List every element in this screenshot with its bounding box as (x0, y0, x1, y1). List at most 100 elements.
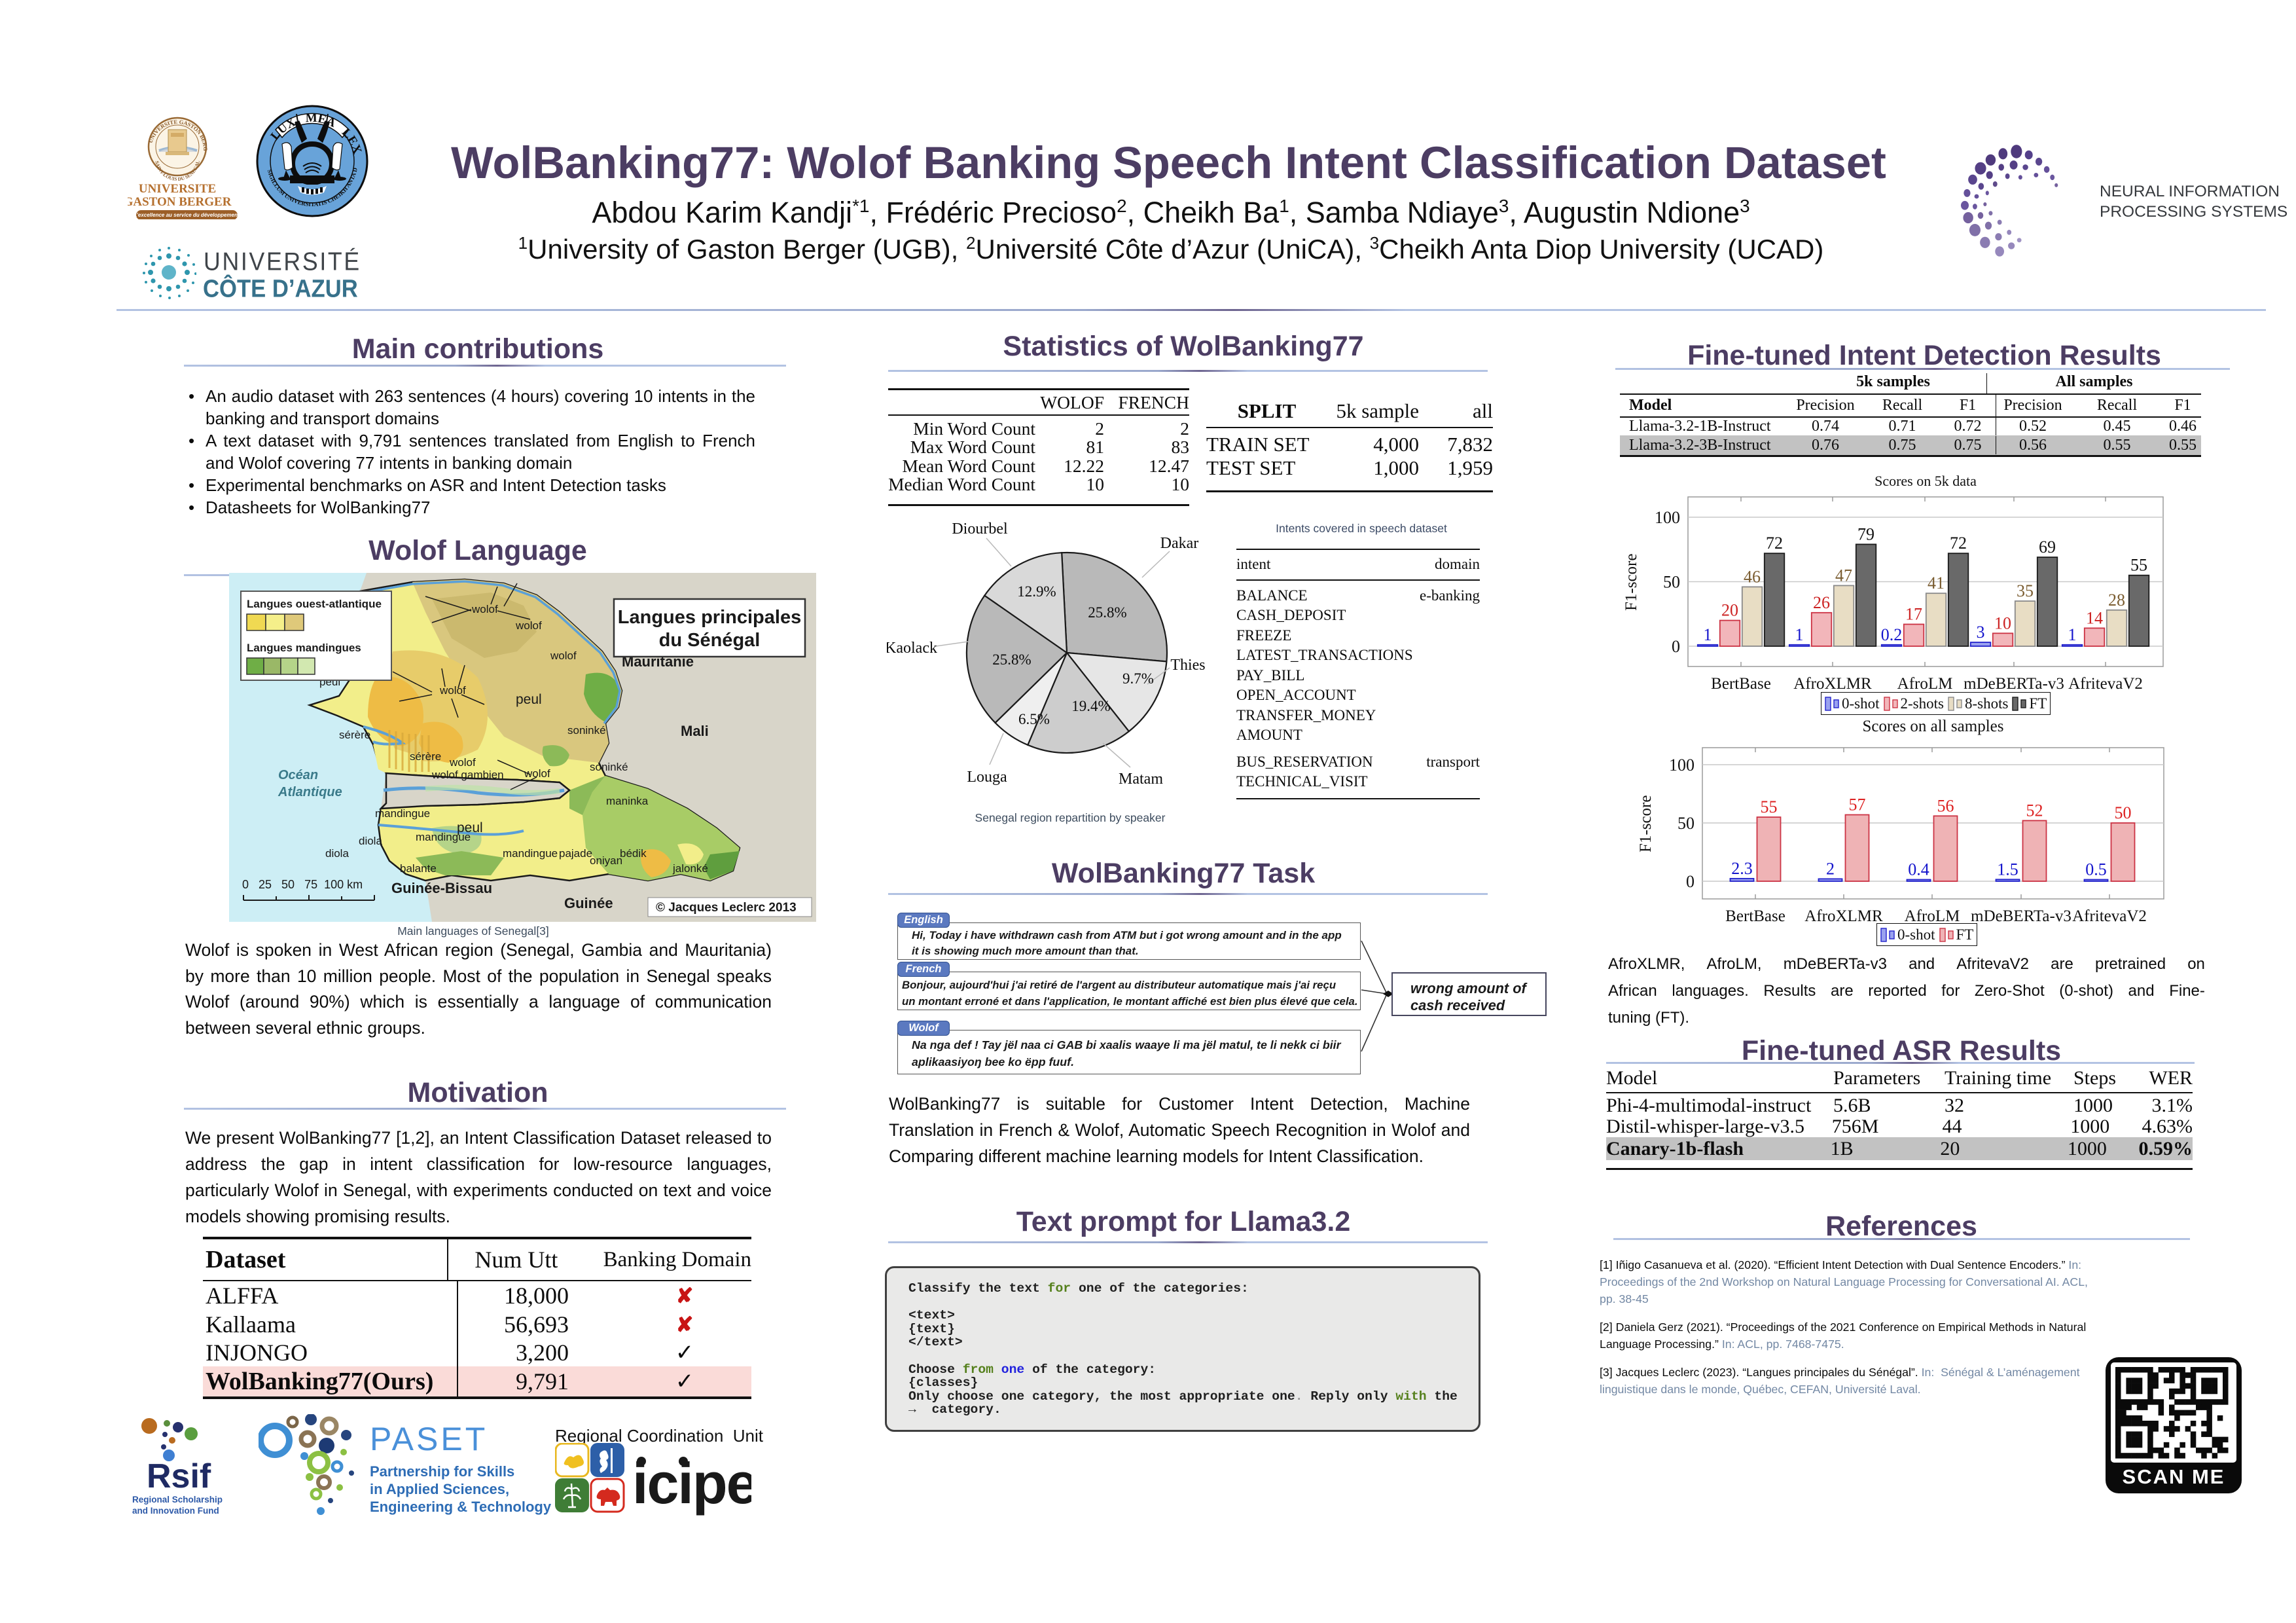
svg-text:72: 72 (1766, 534, 1783, 553)
svg-text:Rsif: Rsif (147, 1457, 211, 1495)
svg-text:69: 69 (2039, 538, 2056, 556)
svg-text:20: 20 (1721, 601, 1738, 620)
svg-text:AfritevaV2: AfritevaV2 (2068, 675, 2143, 693)
svg-text:mandingue: mandingue (375, 807, 430, 820)
svg-text:Guinée: Guinée (564, 895, 613, 911)
svg-text:bédik: bédik (620, 847, 647, 860)
svg-text:AfroXLMR: AfroXLMR (1793, 675, 1872, 693)
svg-text:6.5%: 6.5% (1018, 711, 1050, 727)
svg-text:1: 1 (1704, 625, 1712, 644)
svg-text:0.2: 0.2 (1881, 625, 1903, 644)
svg-text:50: 50 (1677, 814, 1695, 833)
svg-text:BertBase: BertBase (1725, 907, 1785, 925)
svg-text:50: 50 (2115, 803, 2132, 822)
svg-text:25.8%: 25.8% (1088, 604, 1126, 621)
svg-text:72: 72 (1950, 534, 1967, 553)
svg-text:50: 50 (1663, 573, 1680, 592)
svg-text:41: 41 (1928, 574, 1945, 593)
svg-text:GASTON BERGER: GASTON BERGER (128, 195, 232, 209)
svg-text:100: 100 (1669, 756, 1695, 775)
svg-text:28: 28 (2108, 591, 2125, 610)
svg-text:maninka: maninka (606, 795, 649, 807)
svg-text:diola: diola (325, 847, 349, 860)
svg-text:0 25 50 75 100 km: 0 25 50 75 100 km (242, 878, 363, 891)
svg-text:0.5: 0.5 (2085, 860, 2107, 879)
svg-text:UNIVERSITE: UNIVERSITE (139, 182, 216, 196)
svg-text:46: 46 (1744, 567, 1761, 586)
svg-text:AfroXLMR: AfroXLMR (1804, 907, 1883, 925)
svg-text:oniyan: oniyan (590, 854, 622, 867)
svg-text:AfroLM: AfroLM (1897, 675, 1953, 693)
svg-text:mDeBERTa-v3: mDeBERTa-v3 (1971, 907, 2072, 925)
svg-text:Langues principales: Langues principales (618, 607, 801, 628)
svg-text:and Innovation Fund: and Innovation Fund (132, 1506, 219, 1516)
svg-text:F1-score: F1-score (1623, 554, 1640, 611)
svg-text:19.4%: 19.4% (1071, 698, 1110, 714)
svg-text:47: 47 (1835, 566, 1852, 585)
svg-text:sérère: sérère (339, 729, 370, 741)
svg-text:25.8%: 25.8% (992, 651, 1031, 668)
svg-text:PASET: PASET (370, 1421, 488, 1457)
svg-text:Regional Scholarship: Regional Scholarship (132, 1495, 223, 1504)
svg-text:in Applied Sciences,: in Applied Sciences, (370, 1481, 509, 1497)
svg-text:2.3: 2.3 (1731, 859, 1753, 878)
svg-text:peul: peul (516, 692, 542, 707)
svg-text:Engineering & Technology: Engineering & Technology (370, 1499, 552, 1515)
svg-text:Thies: Thies (1170, 657, 1205, 674)
svg-text:peul: peul (457, 820, 483, 835)
svg-text:L’excellence au service du dév: L’excellence au service du développement (134, 212, 240, 218)
svg-text:0.4: 0.4 (1908, 860, 1929, 879)
svg-text:mandingue: mandingue (416, 831, 471, 843)
svg-text:Langues mandingues: Langues mandingues (247, 642, 361, 654)
svg-text:55: 55 (1761, 797, 1778, 816)
svg-text:wolof: wolof (524, 767, 550, 780)
svg-text:wolof gambien: wolof gambien (431, 769, 504, 781)
svg-text:balante: balante (400, 862, 437, 875)
svg-text:SCAN ME: SCAN ME (2123, 1465, 2225, 1488)
svg-text:12.9%: 12.9% (1017, 583, 1056, 600)
svg-text:55: 55 (2130, 556, 2147, 575)
svg-text:Louga: Louga (967, 769, 1007, 786)
svg-text:26: 26 (1813, 593, 1830, 612)
svg-text:AfritevaV2: AfritevaV2 (2072, 907, 2147, 925)
svg-text:mandingue: mandingue (503, 847, 558, 860)
svg-text:Atlantique: Atlantique (278, 785, 342, 799)
svg-text:0: 0 (1672, 637, 1680, 656)
svg-text:F1-score: F1-score (1637, 795, 1655, 852)
svg-text:AfroLM: AfroLM (1905, 907, 1960, 925)
svg-text:Diourbel: Diourbel (952, 520, 1008, 538)
svg-text:79: 79 (1857, 524, 1874, 543)
svg-text:56: 56 (1937, 796, 1954, 815)
svg-text:© Jacques Leclerc 2013: © Jacques Leclerc 2013 (656, 901, 797, 915)
svg-text:Partnership for Skills: Partnership for Skills (370, 1463, 514, 1480)
svg-text:Guinée-Bissau: Guinée-Bissau (391, 880, 492, 896)
svg-text:wolof: wolof (471, 603, 498, 615)
svg-text:100: 100 (1655, 508, 1680, 527)
svg-text:wolof: wolof (439, 684, 466, 697)
svg-text:mDeBERTa-v3: mDeBERTa-v3 (1964, 675, 2064, 693)
svg-text:1: 1 (1795, 625, 1804, 644)
svg-text:Langues ouest-atlantique: Langues ouest-atlantique (247, 598, 382, 610)
svg-text:diola: diola (359, 835, 382, 847)
svg-text:Océan: Océan (278, 768, 318, 782)
svg-text:14: 14 (2086, 608, 2103, 627)
svg-text:Matam: Matam (1119, 771, 1163, 788)
svg-text:wolof: wolof (449, 756, 476, 769)
svg-text:2: 2 (1826, 859, 1835, 878)
svg-text:57: 57 (1849, 795, 1866, 814)
svg-text:du Sénégal: du Sénégal (659, 630, 761, 651)
svg-text:jalonké: jalonké (672, 862, 708, 875)
svg-text:icipe: icipe (632, 1451, 751, 1516)
svg-text:35: 35 (2017, 581, 2034, 600)
svg-text:sérère: sérère (410, 750, 441, 763)
svg-text:wolof: wolof (550, 649, 577, 662)
svg-text:9.7%: 9.7% (1122, 670, 1154, 687)
svg-text:soninké: soninké (567, 724, 606, 737)
svg-text:17: 17 (1905, 605, 1922, 624)
svg-text:0: 0 (1686, 872, 1695, 891)
svg-text:3: 3 (1977, 623, 1985, 642)
svg-text:52: 52 (2026, 801, 2043, 820)
svg-text:Kaolack: Kaolack (887, 640, 937, 657)
svg-text:Dakar: Dakar (1160, 535, 1199, 552)
svg-text:1: 1 (2068, 625, 2077, 644)
